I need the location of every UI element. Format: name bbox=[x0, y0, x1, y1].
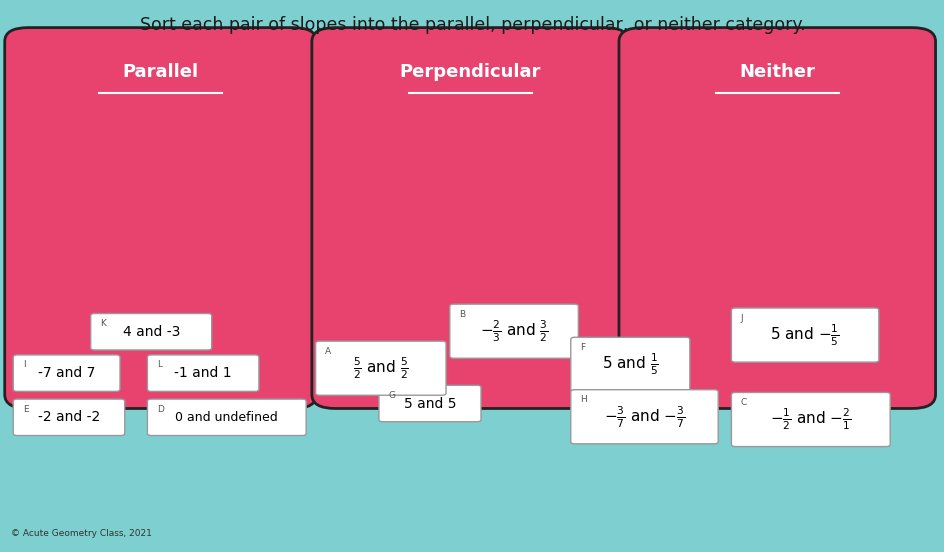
FancyBboxPatch shape bbox=[379, 385, 480, 422]
Text: -1 and 1: -1 and 1 bbox=[175, 366, 231, 380]
Text: $-\frac{3}{7}$ and $-\frac{3}{7}$: $-\frac{3}{7}$ and $-\frac{3}{7}$ bbox=[603, 404, 684, 429]
Text: C: C bbox=[740, 398, 747, 407]
FancyBboxPatch shape bbox=[731, 308, 878, 362]
Text: H: H bbox=[580, 395, 586, 404]
Text: 0 and undefined: 0 and undefined bbox=[176, 411, 278, 424]
Text: B: B bbox=[459, 310, 464, 319]
FancyBboxPatch shape bbox=[312, 28, 628, 408]
FancyBboxPatch shape bbox=[91, 314, 211, 350]
Text: Perpendicular: Perpendicular bbox=[399, 63, 540, 81]
Text: K: K bbox=[100, 319, 106, 328]
Text: G: G bbox=[388, 391, 395, 400]
Text: $5$ and $\frac{1}{5}$: $5$ and $\frac{1}{5}$ bbox=[601, 352, 658, 377]
Text: Sort each pair of slopes into the parallel, perpendicular, or neither category.: Sort each pair of slopes into the parall… bbox=[140, 16, 804, 34]
Text: L: L bbox=[157, 360, 161, 369]
Text: J: J bbox=[740, 314, 743, 322]
FancyBboxPatch shape bbox=[147, 355, 259, 391]
Text: $-\frac{1}{2}$ and $-\frac{2}{1}$: $-\frac{1}{2}$ and $-\frac{2}{1}$ bbox=[769, 407, 851, 432]
Text: 4 and -3: 4 and -3 bbox=[123, 325, 179, 339]
FancyBboxPatch shape bbox=[731, 392, 889, 447]
FancyBboxPatch shape bbox=[570, 390, 717, 444]
FancyBboxPatch shape bbox=[13, 355, 120, 391]
Text: © Acute Geometry Class, 2021: © Acute Geometry Class, 2021 bbox=[11, 529, 152, 538]
FancyBboxPatch shape bbox=[449, 304, 578, 358]
FancyBboxPatch shape bbox=[5, 28, 316, 408]
Text: F: F bbox=[580, 343, 584, 352]
Text: $\frac{5}{2}$ and $\frac{5}{2}$: $\frac{5}{2}$ and $\frac{5}{2}$ bbox=[352, 355, 409, 381]
Text: 5 and 5: 5 and 5 bbox=[403, 396, 456, 411]
Text: -7 and 7: -7 and 7 bbox=[38, 366, 95, 380]
FancyBboxPatch shape bbox=[618, 28, 935, 408]
Text: E: E bbox=[23, 405, 28, 413]
FancyBboxPatch shape bbox=[147, 399, 306, 436]
Text: A: A bbox=[325, 347, 330, 355]
Text: D: D bbox=[157, 405, 163, 413]
FancyBboxPatch shape bbox=[315, 341, 446, 395]
Text: -2 and -2: -2 and -2 bbox=[38, 410, 100, 424]
Text: $5$ and $-\frac{1}{5}$: $5$ and $-\frac{1}{5}$ bbox=[769, 322, 839, 348]
Text: I: I bbox=[23, 360, 25, 369]
FancyBboxPatch shape bbox=[13, 399, 125, 436]
Text: $-\frac{2}{3}$ and $\frac{3}{2}$: $-\frac{2}{3}$ and $\frac{3}{2}$ bbox=[480, 319, 548, 344]
Text: Parallel: Parallel bbox=[123, 63, 198, 81]
FancyBboxPatch shape bbox=[570, 337, 689, 391]
Text: Neither: Neither bbox=[738, 63, 815, 81]
